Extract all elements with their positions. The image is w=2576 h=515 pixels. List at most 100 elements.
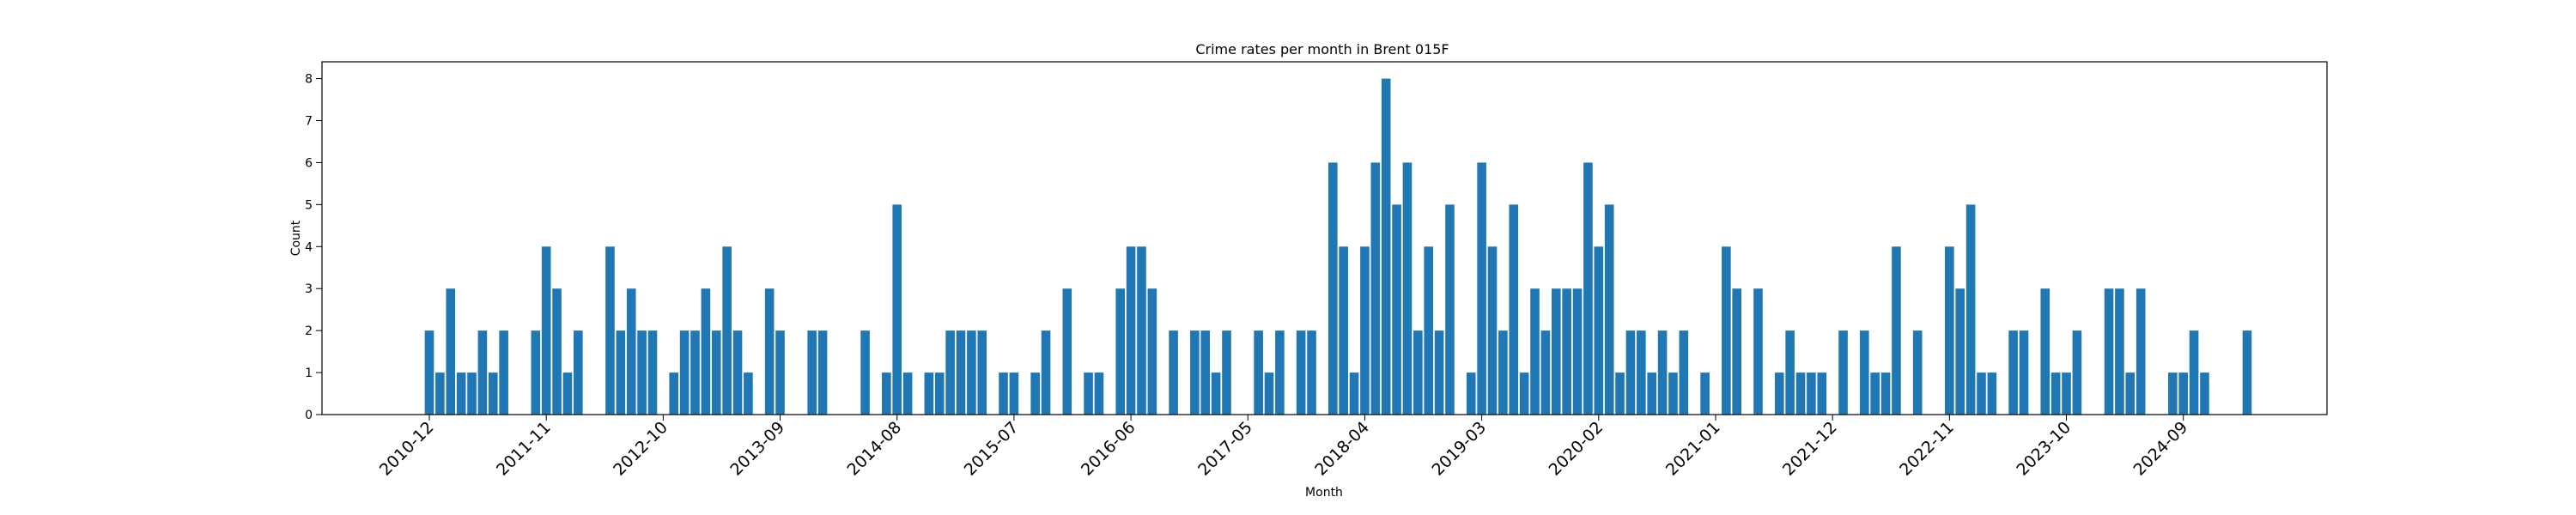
bar-2023-02 (1977, 373, 1986, 415)
bar-2017-11 (1307, 330, 1316, 415)
bar-2021-02 (1722, 246, 1731, 415)
x-tick-label-2014-08: 2014-08 (844, 418, 906, 480)
bar-2021-09 (1795, 373, 1806, 415)
bar-2018-03 (1349, 373, 1359, 415)
bar-2021-08 (1785, 330, 1795, 415)
bar-2011-04 (467, 373, 477, 415)
bar-2012-12 (679, 330, 690, 415)
bar-2018-10 (1424, 246, 1434, 415)
bar-2016-02 (1084, 373, 1093, 415)
plot-frame (321, 61, 2328, 415)
bar-2020-03 (1604, 204, 1614, 415)
bar-2022-05 (1880, 373, 1891, 415)
bar-2017-01 (1200, 330, 1211, 415)
bar-2020-06 (1637, 330, 1646, 415)
bar-2014-07 (882, 373, 891, 415)
x-tick-label-2012-10: 2012-10 (610, 418, 671, 480)
bar-2013-08 (764, 288, 775, 415)
x-tick-label-2013-09: 2013-09 (726, 418, 788, 480)
bar-2018-01 (1328, 162, 1338, 415)
bar-2017-10 (1296, 330, 1306, 415)
bar-2016-06 (1126, 246, 1136, 415)
bar-2016-10 (1169, 330, 1178, 415)
x-axis-title: Month (1305, 486, 1343, 500)
bar-2025-03 (2242, 330, 2252, 415)
bar-2015-03 (967, 330, 976, 415)
bar-2018-12 (1445, 204, 1455, 415)
bar-2020-12 (1700, 373, 1710, 415)
y-axis-title: Count (289, 220, 303, 256)
bar-2019-02 (1466, 373, 1476, 415)
bar-2020-09 (1668, 373, 1678, 415)
bar-2019-07 (1519, 373, 1529, 415)
bar-2020-08 (1657, 330, 1668, 415)
bar-2013-01 (690, 330, 700, 415)
bar-2019-04 (1487, 246, 1498, 415)
bar-2014-12 (934, 373, 945, 415)
y-tick-label-4: 4 (305, 240, 313, 254)
bar-2022-12 (1955, 288, 1965, 415)
x-tick-label-2022-11: 2022-11 (1896, 418, 1958, 480)
bar-2021-11 (1817, 373, 1827, 415)
bar-2024-02 (2104, 288, 2114, 415)
bar-2024-10 (2189, 330, 2199, 415)
bar-2020-10 (1679, 330, 1689, 415)
bar-2015-04 (977, 330, 987, 415)
bar-2023-03 (1987, 373, 1997, 415)
y-tick-label-2: 2 (305, 324, 313, 338)
bar-2024-09 (2178, 373, 2188, 415)
chart-title: Crime rates per month in Brent 015F (1195, 41, 1449, 58)
bar-2019-08 (1530, 288, 1540, 415)
x-tick-label-2021-01: 2021-01 (1662, 418, 1724, 480)
bar-2015-06 (999, 373, 1008, 415)
bar-2011-03 (456, 373, 466, 415)
y-tick-label-1: 1 (305, 367, 313, 380)
bar-2018-11 (1434, 330, 1444, 415)
bar-2012-01 (562, 373, 573, 415)
y-tick-label-8: 8 (305, 73, 313, 87)
bar-2019-12 (1572, 288, 1583, 415)
bar-2024-11 (2200, 373, 2209, 415)
bar-2020-02 (1594, 246, 1604, 415)
bar-2019-11 (1562, 288, 1571, 415)
bar-2014-09 (902, 373, 913, 415)
bar-2016-12 (1190, 330, 1200, 415)
bar-2013-02 (701, 288, 711, 415)
y-tick-label-5: 5 (305, 198, 313, 212)
bar-2015-12 (1062, 288, 1072, 415)
bar-2020-01 (1583, 162, 1593, 415)
y-tick-label-6: 6 (305, 156, 313, 170)
bar-2011-01 (435, 373, 445, 415)
bar-2015-09 (1030, 373, 1040, 415)
bar-2022-06 (1892, 246, 1901, 415)
x-tick-label-2024-09: 2024-09 (2130, 418, 2192, 480)
bar-2013-05 (732, 330, 743, 415)
bar-2013-12 (807, 330, 817, 415)
bar-2015-01 (945, 330, 955, 415)
y-tick-label-3: 3 (305, 282, 313, 296)
bar-2013-06 (744, 373, 753, 415)
bar-2012-09 (647, 330, 658, 415)
bar-2020-05 (1625, 330, 1636, 415)
x-axis: 2010-12 2011-11 2012-10 2013-09 2014-08 2015-… (376, 415, 2191, 480)
bar-2018-02 (1339, 246, 1348, 415)
bar-2011-06 (488, 373, 498, 415)
bar-2023-01 (1965, 204, 1976, 415)
y-axis: 0 1 2 3 4 5 6 7 8 (305, 73, 322, 422)
bar-2018-05 (1370, 162, 1381, 415)
bar-2021-03 (1732, 288, 1742, 415)
bar-2013-03 (711, 330, 721, 415)
bar-2022-11 (1945, 246, 1954, 415)
bar-2015-07 (1009, 373, 1019, 415)
x-tick-label-2010-12: 2010-12 (376, 418, 438, 480)
bar-2022-01 (1838, 330, 1848, 415)
x-tick-label-2017-05: 2017-05 (1194, 418, 1256, 480)
bar-2023-08 (2040, 288, 2050, 415)
bar-2014-01 (817, 330, 828, 415)
bar-2020-07 (1647, 373, 1656, 415)
bar-2012-06 (616, 330, 626, 415)
bar-2017-03 (1222, 330, 1231, 415)
bar-2011-10 (531, 330, 541, 415)
bar-2018-07 (1392, 204, 1401, 415)
